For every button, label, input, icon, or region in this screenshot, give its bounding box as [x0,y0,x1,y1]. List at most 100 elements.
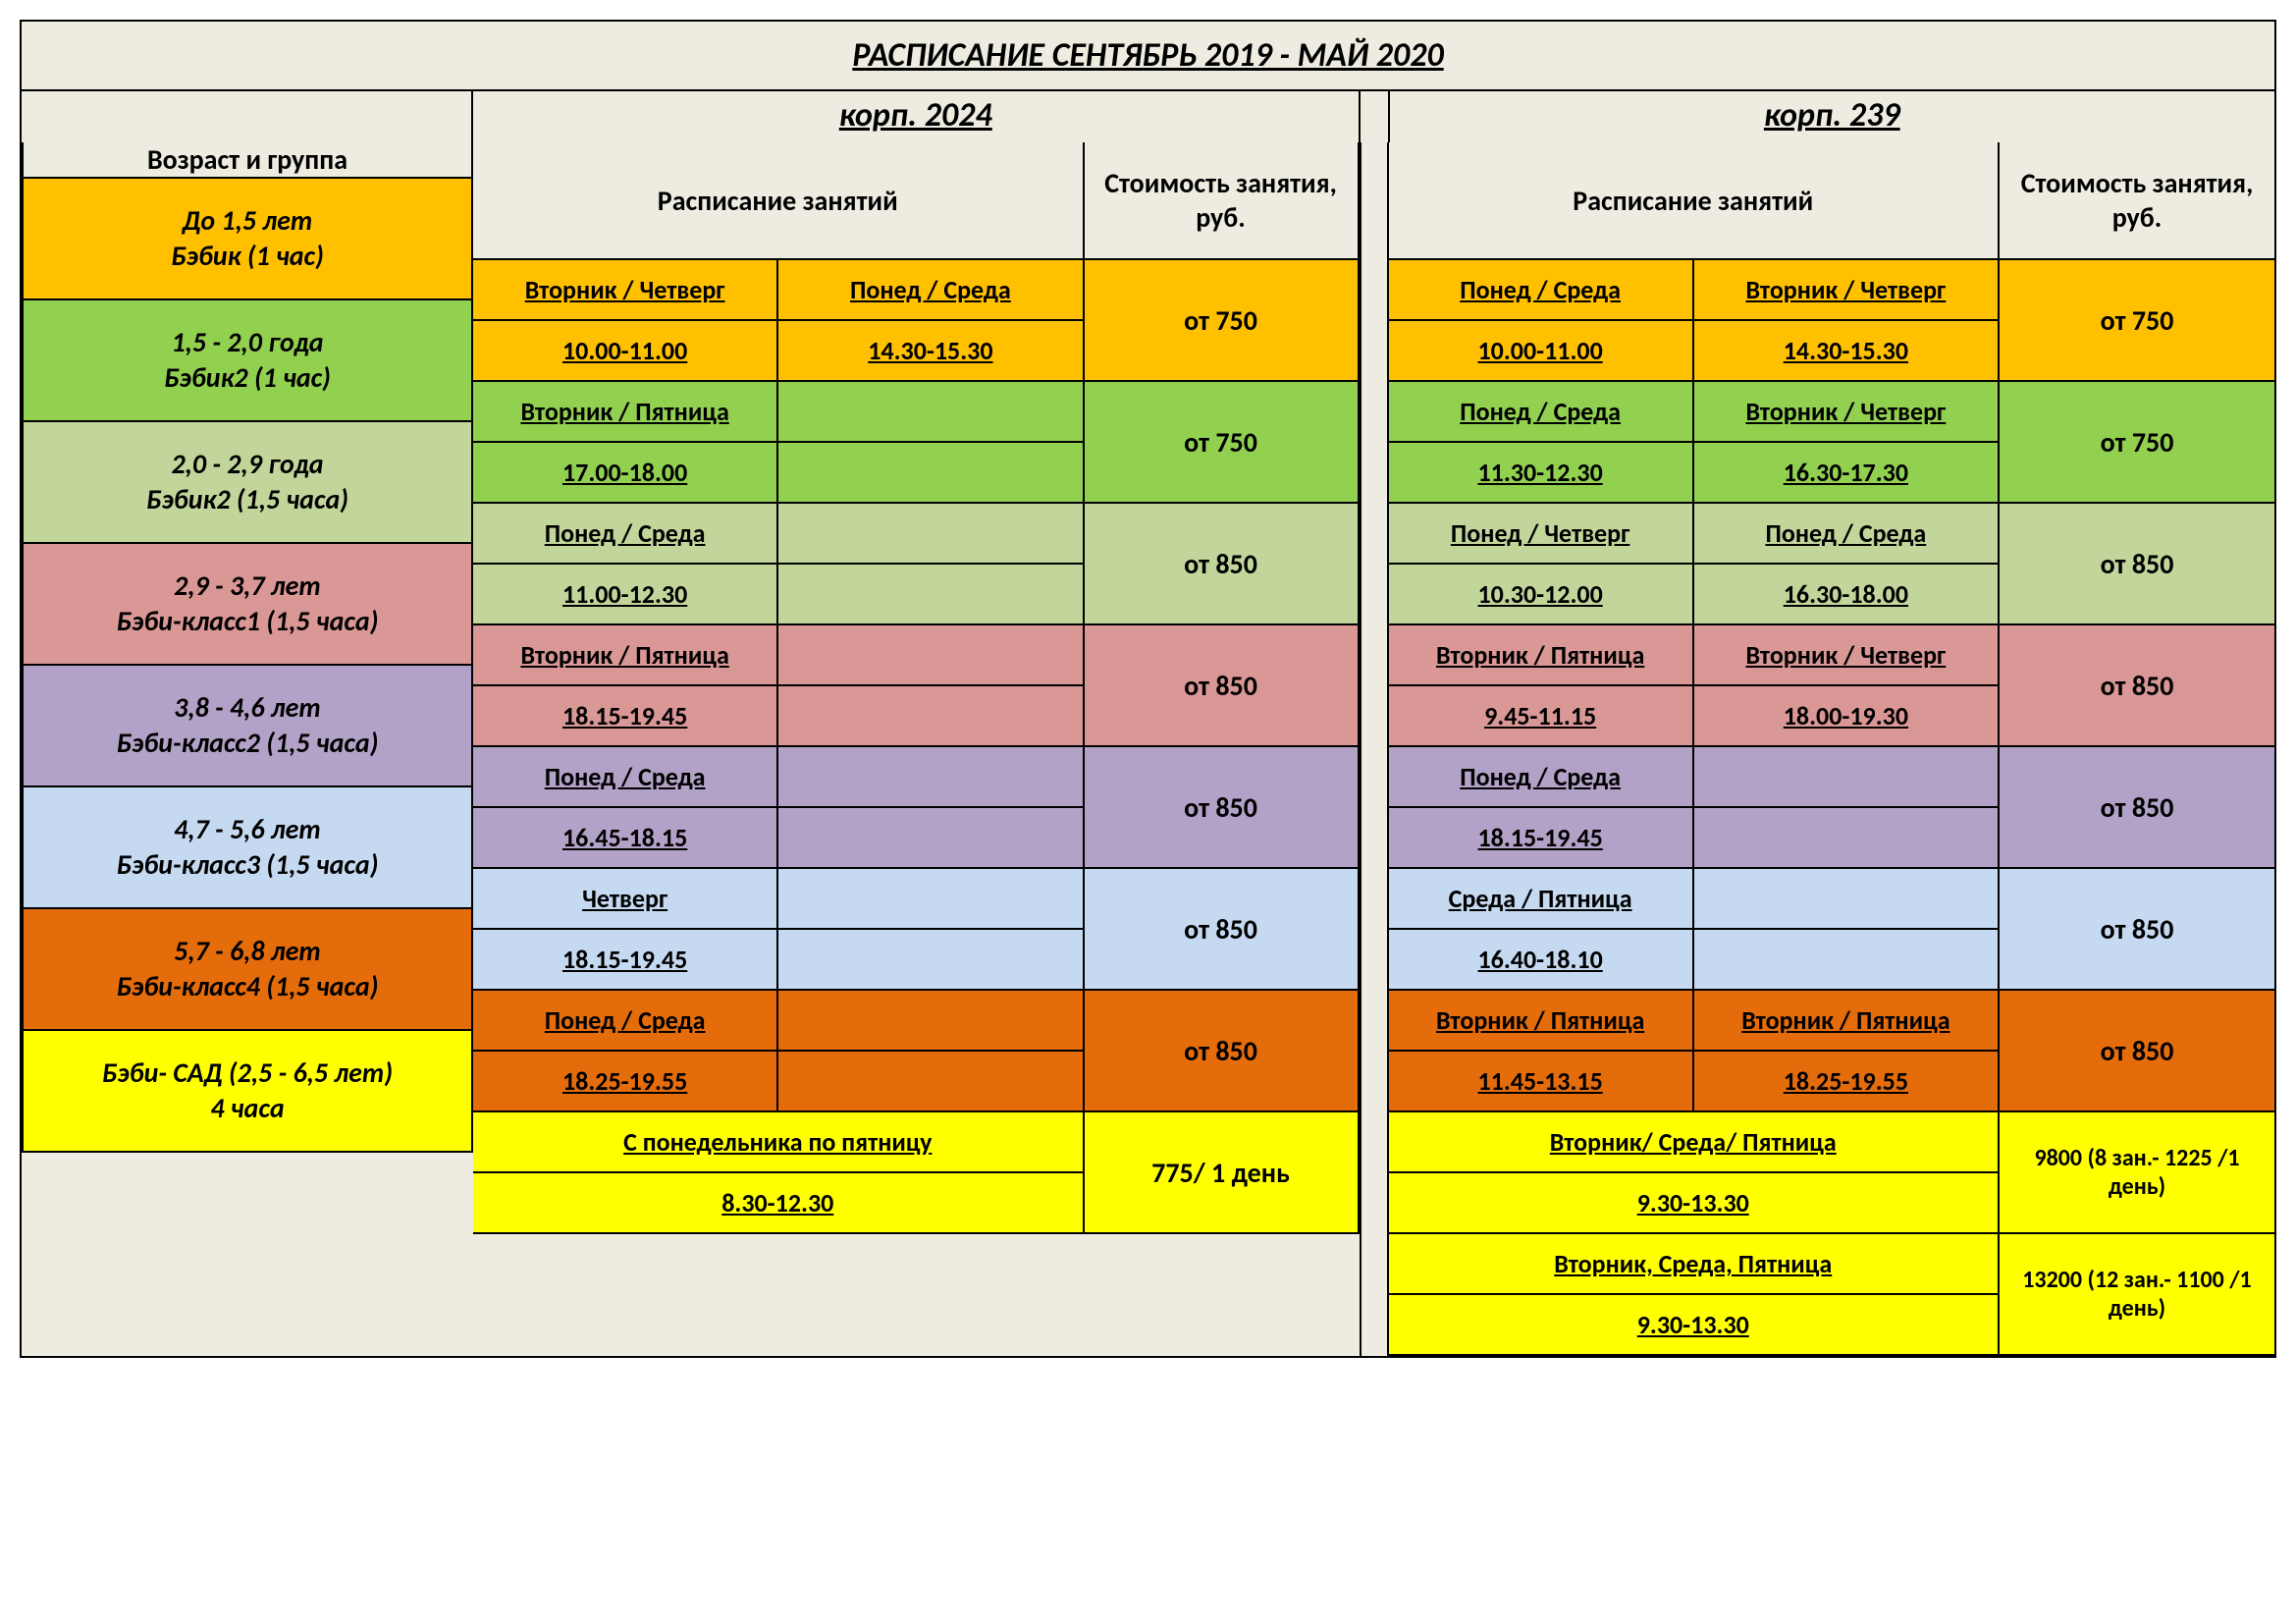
schedule-cell [1694,869,2000,991]
days-text: Вторник / Пятница [1694,991,1998,1052]
age-line2: Бэбик (1 час) [171,239,324,274]
schedule-cell: Понед / Среда 14.30-15.30 [778,260,1084,382]
price-cell: от 850 [2000,991,2274,1112]
age-group-cell: 1,5 - 2,0 годаБэбик2 (1 час) [22,300,473,422]
days-text: Вторник / Пятница [473,382,776,443]
time-text: 9.30-13.30 [1389,1295,1999,1354]
building-1-column: Расписание занятий Стоимость занятия, ру… [473,142,1360,1356]
price-cell: от 850 [2000,504,2274,625]
schedule-cell: Понед / Среда 18.15-19.45 [1389,747,1694,869]
schedule-cell: Понед / Среда 10.00-11.00 [1389,260,1694,382]
column-gap [1360,142,1389,1356]
price-cell: 9800 (8 зан.- 1225 /1 день) [2000,1112,2274,1234]
schedule-cell [778,504,1084,625]
days-text: Понед / Четверг [1389,504,1692,565]
schedule-cell: Четверг 18.15-19.45 [473,869,778,991]
age-group-cell: 2,9 - 3,7 летБэби-класс1 (1,5 часа) [22,544,473,666]
age-group-cell: 4,7 - 5,6 летБэби-класс3 (1,5 часа) [22,787,473,909]
time-text: 11.45-13.15 [1389,1052,1692,1110]
schedule-cell: Вторник / Четверг 14.30-15.30 [1694,260,2000,382]
days-text [778,991,1082,1052]
age-group-cell: Бэби- САД (2,5 - 6,5 лет)4 часа [22,1031,473,1153]
age-line1: 2,0 - 2,9 года [171,447,323,482]
price-cell: от 750 [1085,260,1360,382]
building-2-title: корп. 239 [1390,91,2275,142]
page-title: РАСПИСАНИЕ СЕНТЯБРЬ 2019 - МАЙ 2020 [22,22,2274,91]
header-schedule-b1: Расписание занятий [473,142,1085,260]
age-group-cell: 2,0 - 2,9 годаБэбик2 (1,5 часа) [22,422,473,544]
days-text: Понед / Среда [473,504,776,565]
schedule-cell [778,869,1084,991]
header-schedule-b2: Расписание занятий [1389,142,2001,260]
days-text: Понед / Среда [1389,382,1692,443]
age-line2: Бэби-класс2 (1,5 часа) [117,726,379,761]
table-body: Возраст и группа До 1,5 летБэбик (1 час)… [22,142,2274,1356]
age-group-cell: 5,7 - 6,8 летБэби-класс4 (1,5 часа) [22,909,473,1031]
time-text: 16.30-18.00 [1694,565,1998,623]
building-2-column: Расписание занятий Стоимость занятия, ру… [1389,142,2275,1356]
age-line2: Бэбик2 (1,5 часа) [146,482,348,517]
schedule-row: С понедельника по пятницу 8.30-12.30 775… [473,1112,1360,1234]
price-cell: от 850 [1085,869,1360,991]
days-text: Понед / Среда [473,747,776,808]
time-text: 18.15-19.45 [473,686,776,745]
schedule-row: Вторник / Пятница 17.00-18.00 от 750 [473,382,1360,504]
days-text: С понедельника по пятницу [473,1112,1083,1173]
time-text [778,808,1082,867]
time-text: 18.15-19.45 [1389,808,1692,867]
days-text: Вторник/ Среда/ Пятница [1389,1112,1999,1173]
time-text: 10.30-12.00 [1389,565,1692,623]
gap [1361,91,1390,142]
schedule-row: Понед / Среда 11.00-12.30 от 850 [473,504,1360,625]
price-cell: от 850 [1085,747,1360,869]
schedule-row: Понед / Среда 10.00-11.00 Вторник / Четв… [1389,260,2275,382]
days-text: Вторник / Четверг [1694,625,1998,686]
schedule-row: Понед / Среда 16.45-18.15 от 850 [473,747,1360,869]
age-line1: 2,9 - 3,7 лет [174,568,321,604]
schedule-cell [1694,747,2000,869]
schedule-row: Понед / Среда 18.15-19.45 от 850 [1389,747,2275,869]
age-line1: 3,8 - 4,6 лет [174,690,321,726]
header-age: Возраст и группа [22,142,473,179]
price-cell: от 850 [2000,747,2274,869]
schedule-row: Вторник / Пятница 9.45-11.15 Вторник / Ч… [1389,625,2275,747]
days-text: Вторник / Пятница [473,625,776,686]
days-text [778,625,1082,686]
days-text [1694,747,1998,808]
age-line1: 1,5 - 2,0 года [171,325,323,360]
days-text: Понед / Среда [473,991,776,1052]
time-text [778,443,1082,502]
schedule-cell: Среда / Пятница 16.40-18.10 [1389,869,1694,991]
price-cell: от 750 [2000,382,2274,504]
schedule-cell: Понед / Среда 16.45-18.15 [473,747,778,869]
days-text: Вторник, Среда, Пятница [1389,1234,1999,1295]
days-text: Вторник / Четверг [1694,382,1998,443]
time-text [778,686,1082,745]
time-text [778,1052,1082,1110]
price-cell: от 850 [1085,625,1360,747]
age-column: Возраст и группа До 1,5 летБэбик (1 час)… [22,142,473,1356]
price-cell: от 850 [1085,991,1360,1112]
price-cell: 13200 (12 зан.- 1100 /1 день) [2000,1234,2274,1356]
time-text: 10.00-11.00 [473,321,776,380]
time-text: 8.30-12.30 [473,1173,1083,1232]
schedule-cell-wide: Вторник, Среда, Пятница 9.30-13.30 [1389,1234,2001,1356]
time-text [1694,808,1998,867]
days-text [778,504,1082,565]
days-text [778,382,1082,443]
time-text: 9.30-13.30 [1389,1173,1999,1232]
time-text: 17.00-18.00 [473,443,776,502]
schedule-row: Вторник / Пятница 18.15-19.45 от 850 [473,625,1360,747]
age-line2: Бэби-класс4 (1,5 часа) [117,969,379,1004]
schedule-cell: Понед / Среда 11.30-12.30 [1389,382,1694,504]
age-line2: Бэбик2 (1 час) [164,360,331,396]
schedule-cell: Вторник / Четверг 10.00-11.00 [473,260,778,382]
schedule-cell [778,991,1084,1112]
days-text: Вторник / Четверг [1694,260,1998,321]
time-text: 10.00-11.00 [1389,321,1692,380]
age-line1: 4,7 - 5,6 лет [174,812,321,847]
days-text [778,869,1082,930]
days-text: Понед / Среда [1389,260,1692,321]
age-line1: Бэби- САД (2,5 - 6,5 лет) [102,1056,393,1091]
schedule-cell: Вторник / Пятница 17.00-18.00 [473,382,778,504]
